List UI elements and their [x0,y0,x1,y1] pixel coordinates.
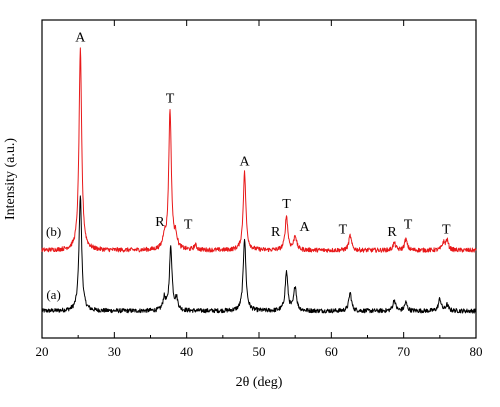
x-tick-label: 70 [397,344,410,359]
curve-labels: (b) (a) [46,224,61,302]
plot-frame [41,19,477,339]
peak-label: A [75,31,86,46]
curve-label: (b) [46,224,61,239]
peak-label: A [239,154,250,169]
x-tick-label: 60 [325,344,338,359]
curve-label: (a) [46,287,60,302]
x-ticks: 20 30 40 50 60 70 80 [36,20,483,359]
peak-label: T [442,222,451,237]
peak-label: T [404,217,413,232]
y-axis-label: Intensity (a.u.) [3,138,18,220]
x-tick-label: 30 [108,344,121,359]
peak-label: T [184,217,193,232]
x-axis-label: 2θ (deg) [236,375,283,390]
peak-label: A [300,220,311,235]
x-tick-label: 20 [36,344,49,359]
peak-label: T [166,91,175,106]
peak-label: T [339,222,348,237]
series-line-a [41,195,477,314]
peak-label: R [387,225,397,240]
peak-label: R [155,215,165,230]
x-tick-label: 50 [253,344,266,359]
peak-label: R [271,225,281,240]
x-tick-label: 40 [180,344,193,359]
peak-label: T [282,197,291,212]
series-line-b [41,47,477,253]
x-tick-label: 80 [470,344,483,359]
series-layer [41,47,477,314]
